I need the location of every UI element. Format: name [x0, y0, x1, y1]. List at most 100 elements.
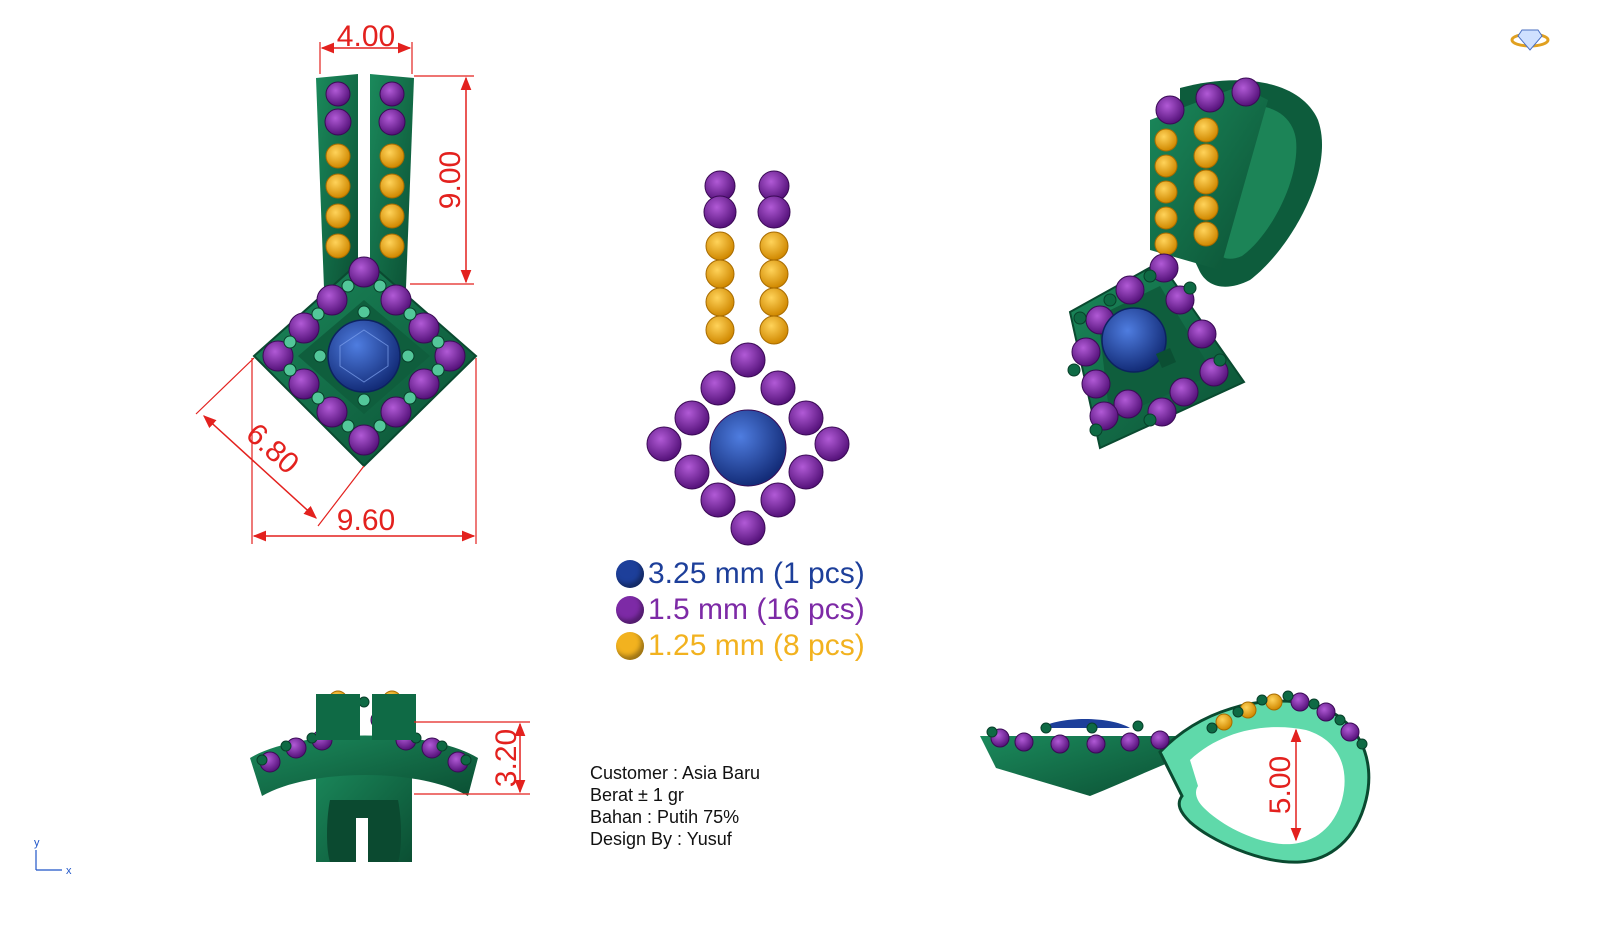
order-info: Customer : Asia Baru Berat ± 1 gr Bahan …: [590, 762, 760, 850]
front-side-stone: [316, 284, 348, 316]
persp-side-stone: [1195, 83, 1225, 113]
layout-center-stone: [709, 409, 787, 487]
layout-side-stone: [646, 426, 682, 462]
layout-accent-stone: [759, 315, 789, 345]
front-side-stone: [288, 312, 320, 344]
perspective-view: [1067, 77, 1323, 450]
front-side-stone: [379, 81, 405, 107]
front-prong: [357, 393, 371, 407]
layout-accent-stone: [705, 259, 735, 289]
front-prong: [283, 335, 297, 349]
blue-stone-icon: [616, 560, 644, 588]
side-prong: [256, 754, 268, 766]
layout-accent-stone: [705, 231, 735, 261]
layout-side-stone: [674, 454, 710, 490]
profile-side-stone: [1050, 734, 1070, 754]
front-prong: [403, 391, 417, 405]
layout-side-stone: [700, 482, 736, 518]
front-prong: [401, 349, 415, 363]
side-view: [250, 690, 478, 862]
profile-prong: [1334, 714, 1346, 726]
front-prong: [373, 279, 387, 293]
persp-side-stone: [1113, 389, 1143, 419]
front-side-stone: [348, 424, 380, 456]
profile-dimensions: 5.00: [1264, 728, 1302, 842]
profile-prong: [1356, 738, 1368, 750]
persp-accent-stone: [1193, 195, 1219, 221]
persp-accent-stone: [1193, 169, 1219, 195]
dim-bail-opening: 5.00: [1264, 756, 1297, 814]
profile-side-stone: [1150, 730, 1170, 750]
layout-side-stone: [760, 482, 796, 518]
legend-label-accent: 1.25 mm (8 pcs): [648, 629, 865, 662]
front-accent-stone: [379, 143, 405, 169]
persp-prong: [1183, 281, 1197, 295]
front-prong: [373, 419, 387, 433]
layout-side-stone: [760, 370, 796, 406]
front-accent-stone: [325, 233, 351, 259]
layout-side-stone: [788, 454, 824, 490]
layout-side-stone: [814, 426, 850, 462]
profile-prong: [1308, 698, 1320, 710]
layout-side-stone: [703, 195, 737, 229]
persp-accent-stone: [1193, 143, 1219, 169]
front-side-stone: [408, 368, 440, 400]
front-view: [252, 74, 478, 468]
customer-text: Customer : Asia Baru: [590, 763, 761, 783]
designer-text: Design By : Yusuf: [590, 829, 732, 849]
dim-total-width: 9.60: [337, 504, 395, 537]
persp-prong: [1089, 423, 1103, 437]
legend-item-side: 1.5 mm (16 pcs): [616, 592, 865, 628]
profile-side-stone: [1290, 692, 1310, 712]
persp-accent-stone: [1154, 180, 1178, 204]
front-prong: [431, 335, 445, 349]
axis-x-label: x: [66, 865, 72, 877]
center-stone: [327, 319, 401, 393]
dim-top-width: 4.00: [337, 20, 395, 53]
front-prong: [313, 349, 327, 363]
front-side-stone: [408, 312, 440, 344]
front-prong: [311, 307, 325, 321]
front-side-stone: [380, 284, 412, 316]
profile-prong: [1206, 722, 1218, 734]
front-side-stone: [380, 396, 412, 428]
persp-accent-stone: [1154, 206, 1178, 230]
front-prong: [357, 305, 371, 319]
stone-legend: 3.25 mm (1 pcs) 1.5 mm (16 pcs) 1.25 mm …: [616, 556, 865, 664]
front-prong: [311, 391, 325, 405]
layout-side-stone: [730, 510, 766, 546]
layout-accent-stone: [705, 315, 735, 345]
front-prong: [431, 363, 445, 377]
axis-y-label: y: [34, 837, 40, 849]
dim-side-length: 6.80: [240, 417, 305, 481]
front-side-stone: [325, 81, 351, 107]
layout-accent-stone: [759, 259, 789, 289]
layout-side-stone: [757, 195, 791, 229]
weight-text: Berat ± 1 gr: [590, 785, 684, 805]
side-prong: [280, 740, 292, 752]
layout-side-stone: [730, 342, 766, 378]
front-accent-stone: [325, 173, 351, 199]
diamond-ring-icon: [1510, 29, 1550, 51]
profile-side-stone: [1086, 734, 1106, 754]
persp-prong: [1213, 353, 1227, 367]
dim-thickness: 3.20: [490, 729, 523, 787]
stone-layout: [646, 170, 850, 546]
front-side-stone: [262, 340, 294, 372]
front-accent-stone: [325, 143, 351, 169]
persp-accent-stone: [1154, 154, 1178, 178]
profile-prong: [1132, 720, 1144, 732]
front-accent-stone: [379, 173, 405, 199]
front-side-stone: [324, 108, 352, 136]
profile-prong: [1282, 690, 1294, 702]
front-side-stone: [378, 108, 406, 136]
purple-stone-icon: [616, 596, 644, 624]
layout-side-stone: [788, 400, 824, 436]
front-prong: [341, 419, 355, 433]
persp-side-stone: [1149, 253, 1179, 283]
legend-label-side: 1.5 mm (16 pcs): [648, 593, 865, 626]
persp-side-stone: [1089, 401, 1119, 431]
profile-prong: [1086, 722, 1098, 734]
layout-accent-stone: [759, 287, 789, 317]
